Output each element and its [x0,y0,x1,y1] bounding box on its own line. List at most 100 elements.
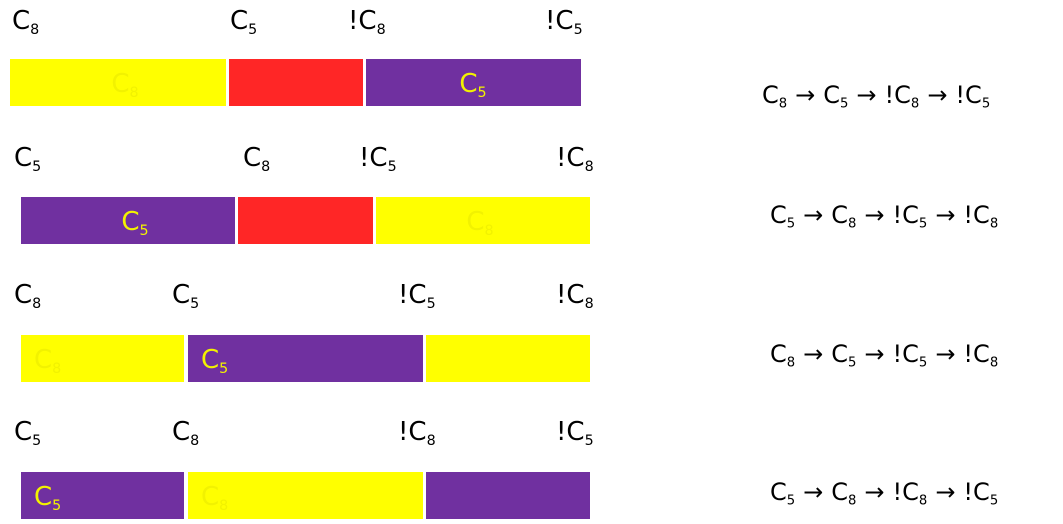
event-label: C5 [14,419,41,448]
sequence-item: !C8 [963,340,998,370]
segment-label-base: C [201,482,220,512]
event-label-subscript: 5 [32,159,42,175]
event-label-base: !C [398,280,427,310]
segment-label: C5 [121,209,148,238]
event-label-base: C [12,6,31,36]
event-sequence: C8 → C5 → !C5 → !C8 [770,342,998,370]
segment-label-base: C [121,207,140,237]
sequence-item-base: C [831,478,849,506]
sequence-item-subscript: 5 [848,355,857,371]
event-label-base: !C [556,417,585,447]
sequence-item-subscript: 8 [848,216,857,232]
segment-label: C8 [34,347,61,376]
sequence-item: !C5 [963,478,998,508]
event-label-subscript: 5 [32,433,42,449]
event-label-subscript: 8 [426,433,436,449]
event-label-subscript: 8 [376,22,386,38]
event-label-base: C [14,417,33,447]
event-label: C5 [230,8,257,37]
segment-label-subscript: 5 [219,361,229,377]
right-arrow-icon: → [927,81,948,109]
sequence-item: C5 [831,340,857,371]
sequence-item-base: !C [892,340,919,368]
segment-label-base: C [111,69,130,99]
right-arrow-icon: → [935,478,956,506]
event-label: !C8 [348,8,386,37]
sequence-item-subscript: 8 [786,355,796,371]
sequence-item: C8 [831,201,857,232]
segment-label-base: C [201,345,220,375]
bar-segment-purple [21,197,235,244]
sequence-item-subscript: 8 [910,96,920,112]
event-label: C8 [243,145,270,174]
event-label-base: !C [359,143,388,173]
event-label-subscript: 5 [190,296,200,312]
segment-label: C5 [34,484,61,513]
sequence-item: !C5 [892,340,928,371]
bar-segment-yellow [426,335,590,382]
event-label-subscript: 5 [248,22,258,38]
event-label: C5 [14,145,41,174]
event-label-base: C [230,6,249,36]
segment-label-subscript: 8 [484,223,494,239]
event-label-base: C [14,280,33,310]
bar-segment-red [229,59,363,106]
event-label: !C5 [556,419,594,448]
bar-segment-purple [426,472,590,519]
event-label-base: C [172,417,191,447]
segment-label-subscript: 8 [129,85,139,101]
event-label-subscript: 5 [426,296,436,312]
right-arrow-icon: → [803,478,824,506]
segment-label-base: C [466,207,485,237]
segment-label-subscript: 8 [52,361,62,377]
sequence-item-subscript: 5 [786,216,796,232]
right-arrow-icon: → [856,81,877,109]
event-label-subscript: 8 [584,159,594,175]
event-sequence: C8 → C5 → !C8 → !C5 [762,83,990,111]
segment-label: C5 [201,347,228,376]
event-label: C8 [172,419,199,448]
event-label-subscript: 8 [190,433,200,449]
segment-label-subscript: 5 [477,85,487,101]
sequence-item-base: !C [884,81,911,109]
sequence-item-base: C [770,478,787,506]
sequence-item-base: !C [963,478,990,506]
bar-segment-yellow [188,472,423,519]
segment-label: C8 [466,209,493,238]
sequence-item-subscript: 5 [840,96,849,112]
segment-label-subscript: 5 [52,498,62,514]
bar-segment-purple [21,472,184,519]
event-label-subscript: 5 [387,159,397,175]
event-label: !C8 [556,282,594,311]
event-sequence: C5 → C8 → !C5 → !C8 [770,203,998,231]
sequence-item: C8 [770,340,796,371]
sequence-item-subscript: 5 [918,216,928,232]
sequence-item-subscript: 5 [981,96,991,112]
sequence-item: !C5 [893,201,928,232]
event-label-subscript: 5 [573,22,583,38]
sequence-item-base: !C [963,201,990,229]
event-label: !C8 [398,419,436,448]
sequence-item-subscript: 5 [918,355,928,371]
event-label-base: C [14,143,33,173]
right-arrow-icon: → [935,340,956,368]
sequence-item-subscript: 5 [786,493,796,509]
bar-segment-yellow [21,335,184,382]
sequence-item-base: C [823,81,841,109]
segment-label-base: C [34,345,53,375]
bar-segment-purple [188,335,423,382]
sequence-item: !C8 [884,81,920,112]
event-label-base: !C [545,6,574,36]
event-label: !C5 [359,145,397,174]
sequence-item-base: !C [963,340,990,368]
sequence-item-base: !C [892,478,919,506]
event-label-subscript: 8 [261,159,271,175]
segment-label-subscript: 8 [219,498,229,514]
event-label-subscript: 8 [584,296,594,312]
event-label: C8 [12,8,39,37]
bar-segment-yellow [376,197,590,244]
right-arrow-icon: → [795,81,816,109]
right-arrow-icon: → [803,340,824,368]
event-label-base: C [243,143,262,173]
event-label-base: !C [556,143,585,173]
